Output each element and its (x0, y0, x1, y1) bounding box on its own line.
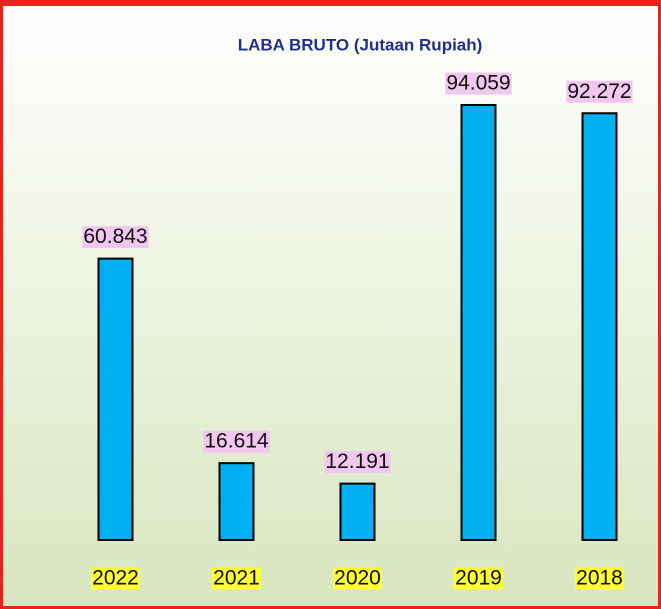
x-tick-label: 2022 (92, 567, 139, 590)
label-background (454, 567, 503, 590)
label-background (324, 451, 391, 474)
label-background (566, 80, 633, 103)
label-background (212, 567, 261, 590)
chart-title: LABA BRUTO (Jutaan Rupiah) (238, 35, 483, 54)
label-background (82, 226, 149, 249)
value-label: 12.191 (325, 450, 389, 473)
x-tick-label: 2019 (455, 567, 502, 590)
label-background (203, 430, 270, 453)
value-label: 92.272 (567, 80, 631, 103)
label-background (575, 567, 624, 590)
bar (581, 112, 618, 542)
label-background (333, 567, 382, 590)
x-tick-label: 2021 (213, 567, 260, 590)
label-background (445, 72, 512, 95)
value-label: 16.614 (204, 430, 269, 453)
label-background (91, 567, 140, 590)
x-tick-label: 2020 (334, 567, 381, 590)
top-band (0, 0, 661, 6)
value-label: 60.843 (83, 225, 147, 248)
bar (218, 462, 255, 541)
value-label: 94.059 (446, 72, 510, 95)
bar (339, 482, 376, 542)
x-tick-label: 2018 (576, 567, 623, 590)
bar (97, 257, 134, 541)
bar (460, 104, 497, 541)
